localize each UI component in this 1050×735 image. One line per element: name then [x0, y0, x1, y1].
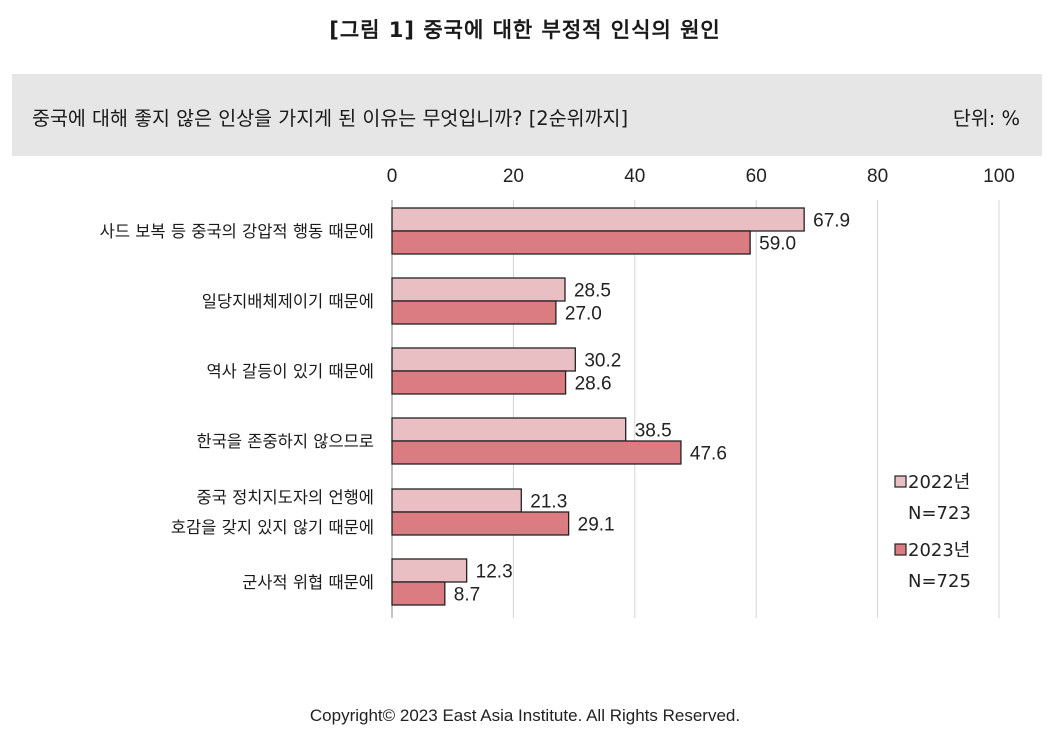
x-tick-label: 0: [387, 166, 398, 187]
data-label: 59.0: [759, 234, 796, 255]
x-tick-label: 40: [624, 166, 645, 187]
data-label: 29.1: [578, 515, 615, 536]
legend-sample-size: N=723: [908, 503, 971, 524]
data-label: 8.7: [454, 585, 480, 606]
legend-sample-size: N=725: [908, 571, 971, 592]
bar-2023년: [391, 511, 570, 536]
data-label: 28.6: [575, 374, 612, 395]
question-banner: 중국에 대해 좋지 않은 인상을 가지게 된 이유는 무엇입니까? [2순위까지…: [12, 74, 1042, 156]
question-text: 중국에 대해 좋지 않은 인상을 가지게 된 이유는 무엇입니까? [2순위까지…: [32, 107, 629, 130]
bar-chart: 0 20 40 60 80 100 67.9 59.0 사드 보복 등 중국의 강압적 행동 때…: [100, 166, 1015, 618]
x-tick-label: 80: [867, 166, 888, 187]
bar-2022년: [391, 488, 522, 513]
x-tick-label: 100: [983, 166, 1015, 187]
bar-2022년: [391, 277, 566, 302]
unit-label: 단위: %: [952, 107, 1020, 130]
category-label: 한국을 존중하지 않으므로: [197, 432, 374, 451]
data-label: 67.9: [813, 211, 850, 232]
data-label: 21.3: [530, 492, 567, 513]
legend-swatch: [894, 543, 907, 556]
bar-2023년: [391, 440, 682, 465]
data-label: 47.6: [690, 444, 727, 465]
category-label: 호감을 갖지 있지 않기 때문에: [171, 518, 374, 537]
figure-title: [그림 1] 중국에 대한 부정적 인식의 원인: [329, 18, 721, 42]
category-label: 역사 갈등이 있기 때문에: [206, 362, 374, 381]
data-label: 38.5: [635, 421, 672, 442]
copyright-text: Copyright© 2023 East Asia Institute. All…: [309, 706, 741, 725]
category-label: 군사적 위협 때문에: [242, 573, 374, 592]
bar-2023년: [391, 370, 567, 395]
bar-2022년: [391, 347, 576, 372]
legend-swatch: [894, 475, 907, 488]
bar-2022년: [391, 417, 627, 442]
bar-2023년: [391, 581, 446, 606]
bar-2023년: [391, 300, 557, 325]
bar-2022년: [391, 207, 805, 232]
legend-label: 2023년: [908, 540, 970, 561]
legend-label: 2022년: [908, 472, 970, 493]
category-label: 일당지배체제이기 때문에: [202, 292, 374, 311]
data-label: 30.2: [584, 351, 621, 372]
category-label: 사드 보복 등 중국의 강압적 행동 때문에: [100, 222, 374, 241]
x-tick-label: 60: [746, 166, 767, 187]
data-label: 28.5: [574, 281, 611, 302]
data-label: 12.3: [476, 562, 513, 583]
data-label: 27.0: [565, 304, 602, 325]
category-label: 중국 정치지도자의 언행에: [197, 488, 374, 507]
bar-2022년: [391, 558, 468, 583]
x-tick-label: 20: [503, 166, 524, 187]
bar-2023년: [391, 230, 751, 255]
